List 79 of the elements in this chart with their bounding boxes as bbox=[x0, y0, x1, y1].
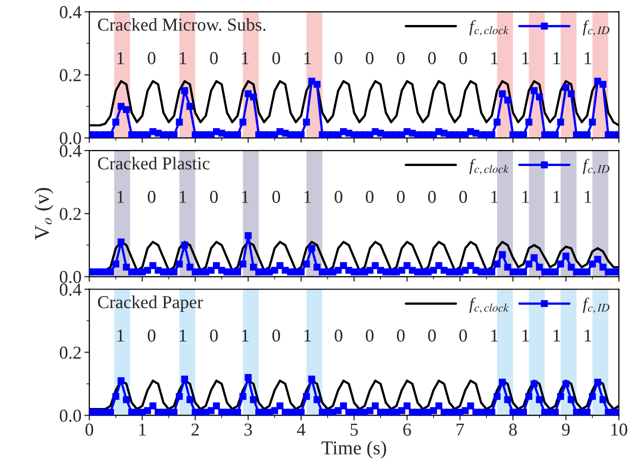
x-tick-label: 3 bbox=[244, 424, 252, 436]
y-tick-label: 0.0 bbox=[60, 132, 81, 144]
annotation: 1 bbox=[522, 52, 529, 64]
x-tick-label: 6 bbox=[403, 424, 412, 436]
y-axis-title: V$_{o}$ (v) bbox=[34, 188, 54, 240]
annotation: 1 bbox=[118, 190, 124, 203]
annotation: 0 bbox=[334, 52, 342, 64]
annotation: 1 bbox=[304, 190, 311, 203]
annotation: 0 bbox=[428, 190, 436, 203]
annotation: 0 bbox=[148, 52, 156, 64]
chart-title: Cracked Microw. Subs. bbox=[98, 18, 266, 31]
annotation: 0 bbox=[366, 330, 374, 342]
annotation: 0 bbox=[210, 52, 218, 64]
annotation: 0 bbox=[210, 330, 218, 342]
legend-label: f$_{c,ID}$ bbox=[582, 158, 610, 174]
annotation: 1 bbox=[554, 330, 560, 342]
annotation: 0 bbox=[428, 330, 436, 342]
annotation: 1 bbox=[304, 330, 311, 342]
annotation: 0 bbox=[272, 190, 280, 203]
y-tick-label: 0.0 bbox=[60, 270, 81, 284]
annotation: 1 bbox=[554, 52, 560, 64]
annotation: 1 bbox=[522, 190, 529, 203]
annotation: 0 bbox=[272, 52, 280, 64]
legend-label: f$_{c,ID}$ bbox=[582, 298, 610, 314]
annotation: 1 bbox=[242, 330, 248, 342]
y-tick-label: 0.0 bbox=[60, 410, 81, 422]
annotation: 0 bbox=[210, 190, 218, 203]
annotation: 1 bbox=[584, 330, 592, 342]
annotation: 0 bbox=[396, 190, 405, 203]
annotation: 0 bbox=[459, 330, 467, 342]
annotation: 1 bbox=[304, 52, 311, 64]
annotation: 1 bbox=[118, 330, 124, 342]
x-tick-label: 5 bbox=[350, 424, 358, 436]
annotation: 0 bbox=[148, 330, 156, 342]
y-tick-label: 0.4 bbox=[60, 144, 82, 158]
legend-label: f$_{c,clock}$ bbox=[469, 20, 509, 36]
x-axis-title: Time (s) bbox=[322, 440, 386, 458]
chart-title: Cracked Plastic bbox=[98, 156, 210, 170]
annotation: 1 bbox=[180, 330, 186, 342]
y-tick-label: 0.4 bbox=[60, 6, 82, 18]
annotation: 0 bbox=[366, 52, 374, 64]
annotation: 1 bbox=[242, 52, 248, 64]
x-tick-label: 1 bbox=[139, 424, 146, 436]
annotation: 0 bbox=[459, 190, 467, 203]
annotation: 0 bbox=[396, 52, 405, 64]
x-tick-label: 4 bbox=[296, 424, 306, 436]
annotation: 1 bbox=[491, 330, 498, 342]
annotation: 1 bbox=[118, 52, 124, 64]
y-tick-label: 0.2 bbox=[60, 346, 81, 359]
annotation: 1 bbox=[491, 52, 498, 64]
x-tick-label: 9 bbox=[562, 424, 570, 436]
legend-label: f$_{c,clock}$ bbox=[469, 298, 509, 314]
annotation: 0 bbox=[272, 330, 280, 342]
x-tick-label: 8 bbox=[509, 424, 517, 436]
legend-label: f$_{c,ID}$ bbox=[582, 20, 610, 36]
x-tick-label: 0 bbox=[85, 424, 94, 436]
chart-title: Cracked Paper bbox=[98, 296, 203, 312]
annotation: 0 bbox=[334, 190, 342, 203]
annotation: 1 bbox=[180, 52, 186, 64]
annotation: 0 bbox=[334, 330, 342, 342]
annotation: 0 bbox=[396, 330, 405, 342]
legend-label: f$_{c,clock}$ bbox=[469, 158, 509, 174]
annotation: 0 bbox=[148, 190, 156, 203]
annotation: 1 bbox=[584, 190, 592, 203]
annotation: 1 bbox=[180, 190, 186, 203]
annotation: 0 bbox=[366, 190, 374, 203]
annotation: 0 bbox=[459, 52, 467, 64]
annotation: 0 bbox=[428, 52, 436, 64]
annotation: 1 bbox=[491, 190, 498, 203]
x-tick-label: 10 bbox=[611, 424, 628, 436]
x-tick-label: 7 bbox=[456, 424, 464, 436]
y-tick-label: 0.4 bbox=[60, 284, 82, 296]
annotation: 1 bbox=[242, 190, 248, 203]
annotation: 1 bbox=[554, 190, 560, 203]
y-tick-label: 0.2 bbox=[60, 208, 81, 220]
y-tick-label: 0.2 bbox=[60, 69, 81, 82]
annotation: 1 bbox=[584, 52, 592, 64]
annotation: 1 bbox=[522, 330, 529, 342]
x-tick-label: 2 bbox=[192, 424, 199, 436]
